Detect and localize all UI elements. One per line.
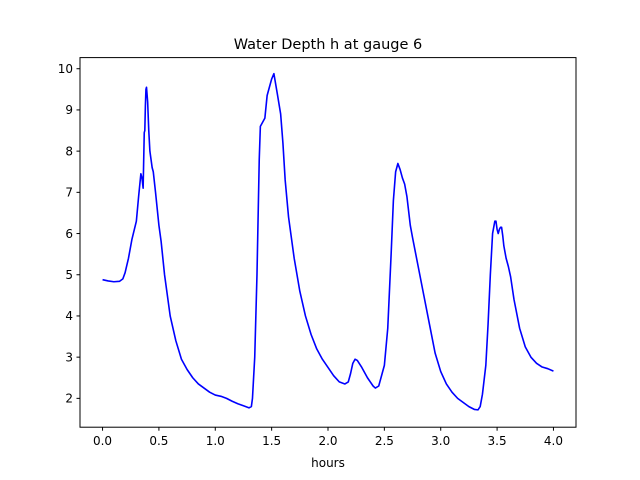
- x-axis-label: hours: [311, 456, 345, 470]
- series-line-0: [102, 72, 554, 411]
- x-tick-label: 1.5: [262, 434, 281, 448]
- x-tick-label: 4.0: [544, 434, 563, 448]
- x-tick-label: 0.5: [149, 434, 168, 448]
- y-tick-label: 9: [65, 103, 73, 117]
- y-tick-label: 4: [65, 309, 73, 323]
- y-tick-label: 2: [65, 392, 73, 406]
- x-tick-label: 0.0: [93, 434, 112, 448]
- x-tick-label: 3.0: [431, 434, 450, 448]
- y-tick-label: 7: [65, 186, 73, 200]
- plot-frame: [79, 57, 577, 428]
- y-tick-label: 8: [65, 144, 73, 158]
- x-tick-label: 1.0: [206, 434, 225, 448]
- y-tick-label: 10: [58, 62, 73, 76]
- line-layer: [102, 72, 554, 411]
- chart-title: Water Depth h at gauge 6: [234, 37, 422, 53]
- x-tick-label: 3.5: [488, 434, 507, 448]
- x-tick-label: 2.0: [318, 434, 337, 448]
- y-tick-label: 5: [65, 268, 73, 282]
- y-tick-label: 6: [65, 227, 73, 241]
- y-axis-ticks: 2 3 4 5 6 7 8 9 10: [58, 62, 80, 406]
- y-tick-label: 3: [65, 350, 73, 364]
- x-axis-ticks: 0.0 0.5 1.0 1.5 2.0 2.5 3.0 3.5 4.0: [93, 427, 563, 448]
- x-tick-label: 2.5: [375, 434, 394, 448]
